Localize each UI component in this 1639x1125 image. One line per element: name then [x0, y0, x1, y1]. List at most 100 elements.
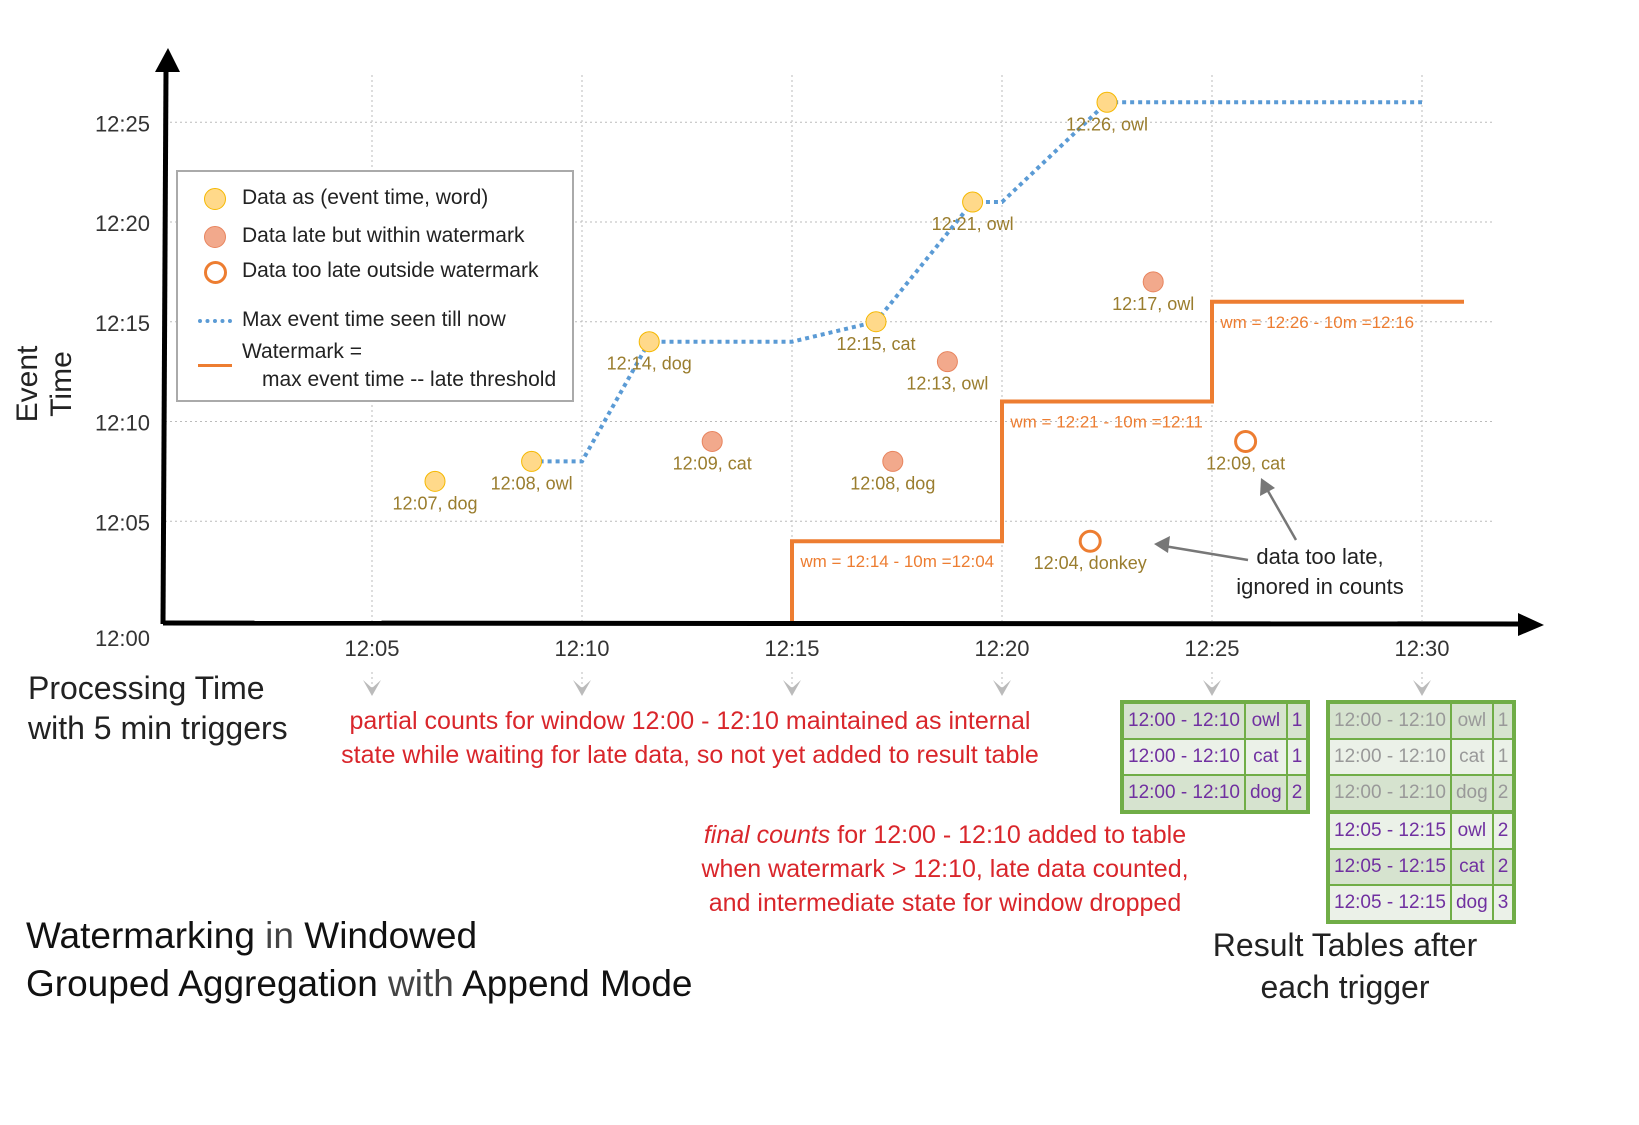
final-note-line3: and intermediate state for window droppe…	[708, 889, 1182, 917]
y-tick-label: 12:25	[95, 111, 150, 136]
y-axis-arrow-icon	[155, 48, 180, 72]
table-row: 12:05 - 12:15 owl 2	[1327, 810, 1516, 850]
data-point-label: 12:17, owl	[1112, 294, 1194, 314]
table-row: 12:00 - 12:10 dog 2	[1121, 774, 1310, 813]
y-axis	[160, 69, 169, 625]
late-marker-icon	[204, 226, 226, 248]
watermark-label: wm = 12:14 - 10m =12:04	[799, 552, 994, 571]
on-time-marker-icon	[204, 188, 226, 210]
window-cell: 12:05 - 12:15	[1327, 848, 1452, 886]
count-cell: 1	[1491, 738, 1516, 776]
final-counts-note: final counts for 12:00 - 12:10 added to …	[680, 818, 1210, 920]
watermark-label: wm = 12:21 - 10m =12:11	[1009, 413, 1202, 432]
data-point-late	[882, 450, 904, 472]
data-point-on-time	[865, 311, 887, 333]
data-point-late	[936, 351, 958, 373]
word-cell: dog	[1449, 774, 1494, 813]
result-tables-caption: Result Tables after each trigger	[1190, 924, 1500, 1008]
window-cell: 12:05 - 12:15	[1327, 884, 1452, 923]
window-cell: 12:00 - 12:10	[1327, 774, 1452, 813]
legend: Data as (event time, word) Data late but…	[176, 170, 574, 402]
x-axis-label: Processing Time with 5 min triggers	[28, 668, 288, 748]
table-row: 12:00 - 12:10 owl 1	[1327, 701, 1516, 740]
legend-max-event: Max event time seen till now	[242, 308, 506, 331]
data-point-label: 12:09, cat	[673, 453, 752, 473]
data-point-label: 12:14, dog	[607, 354, 692, 374]
data-point-on-time	[521, 450, 543, 472]
window-cell: 12:00 - 12:10	[1121, 738, 1246, 776]
title-part: Grouped Aggregation	[26, 963, 378, 1004]
window-cell: 12:05 - 12:15	[1327, 810, 1452, 850]
too-late-marker-icon	[204, 261, 227, 284]
arrow-head-icon	[1260, 478, 1275, 496]
table-row: 12:00 - 12:10 cat 1	[1327, 738, 1516, 776]
count-cell: 2	[1491, 774, 1516, 813]
data-point-on-time	[962, 191, 984, 213]
y-tick-label: 12:20	[95, 211, 150, 236]
table-row: 12:05 - 12:15 cat 2	[1327, 848, 1516, 886]
x-tick-label: 12:20	[974, 636, 1029, 661]
window-cell: 12:00 - 12:10	[1121, 701, 1246, 740]
result-table-12-25: 12:00 - 12:10 owl 1 12:00 - 12:10 cat 1 12:00 …	[1120, 700, 1311, 814]
trigger-arrow-icon	[1413, 680, 1431, 696]
data-point-label: 12:09, cat	[1206, 453, 1285, 473]
legend-on-time: Data as (event time, word)	[242, 186, 489, 209]
data-point-label: 12:04, donkey	[1034, 553, 1147, 573]
count-cell: 2	[1491, 810, 1516, 850]
data-point-label: 12:26, owl	[1066, 114, 1148, 134]
data-point-too-late	[1234, 429, 1258, 453]
result-caption-line1: Result Tables after	[1212, 927, 1478, 963]
trigger-arrow-icon	[573, 680, 591, 696]
window-cell: 12:00 - 12:10	[1121, 774, 1246, 813]
count-cell: 3	[1491, 884, 1516, 923]
final-note-line2: when watermark > 12:10, late data counte…	[701, 855, 1189, 883]
y-tick-label: 12:15	[95, 311, 150, 336]
data-point-late	[1142, 271, 1164, 293]
y-tick-label: 12:05	[95, 510, 150, 535]
title-part: with	[377, 963, 463, 1004]
y-tick-label: 12:10	[95, 411, 150, 436]
watermark-label: wm = 12:26 - 10m =12:16	[1219, 313, 1414, 332]
max-event-time-line	[531, 100, 1422, 464]
trigger-arrow-icon	[363, 680, 381, 696]
trigger-arrow-icon	[1203, 680, 1221, 696]
legend-watermark: Watermark =	[242, 340, 362, 363]
word-cell: owl	[1449, 810, 1494, 850]
word-cell: cat	[1449, 848, 1494, 886]
result-table-12-30: 12:00 - 12:10 owl 1 12:00 - 12:10 cat 1 12:00 …	[1326, 700, 1517, 924]
data-point-label: 12:08, owl	[491, 473, 573, 493]
data-point-label: 12:08, dog	[850, 473, 935, 493]
word-cell: owl	[1243, 701, 1288, 740]
x-tick-label: 12:15	[764, 636, 819, 661]
partial-counts-note: partial counts for window 12:00 - 12:10 …	[300, 704, 1080, 772]
count-cell: 2	[1491, 848, 1516, 886]
count-cell: 1	[1285, 701, 1310, 740]
title-part: Watermarking	[26, 915, 255, 956]
data-point-label: 12:15, cat	[836, 334, 915, 354]
partial-note-line1: partial counts for window 12:00 - 12:10 …	[349, 707, 1031, 735]
word-cell: dog	[1243, 774, 1288, 813]
data-point-too-late	[1078, 529, 1102, 553]
word-cell: cat	[1243, 738, 1288, 776]
too-late-note-line1: data too late,	[1256, 544, 1384, 569]
data-point-label: 12:07, dog	[392, 493, 477, 513]
x-tick-label: 12:25	[1184, 636, 1239, 661]
window-cell: 12:00 - 12:10	[1327, 701, 1452, 740]
data-point-label: 12:21, owl	[932, 214, 1014, 234]
word-cell: dog	[1449, 884, 1494, 923]
count-cell: 1	[1491, 701, 1516, 740]
too-late-arrow	[1262, 483, 1298, 541]
window-cell: 12:00 - 12:10	[1327, 738, 1452, 776]
legend-watermark-formula: max event time -- late threshold	[262, 368, 557, 391]
y-tick-label: 12:00	[95, 626, 150, 651]
table-row: 12:00 - 12:10 cat 1	[1121, 738, 1310, 776]
count-cell: 1	[1285, 738, 1310, 776]
title-part: Append Mode	[462, 963, 693, 1004]
x-tick-label: 12:30	[1394, 636, 1449, 661]
word-cell: cat	[1449, 738, 1494, 776]
table-row: 12:05 - 12:15 dog 3	[1327, 884, 1516, 923]
diagram-title: Watermarking in Windowed Grouped Aggrega…	[26, 912, 693, 1008]
arrow-head-icon	[1154, 536, 1170, 553]
too-late-note-line2: ignored in counts	[1236, 574, 1404, 599]
trigger-arrow-icon	[993, 680, 1011, 696]
